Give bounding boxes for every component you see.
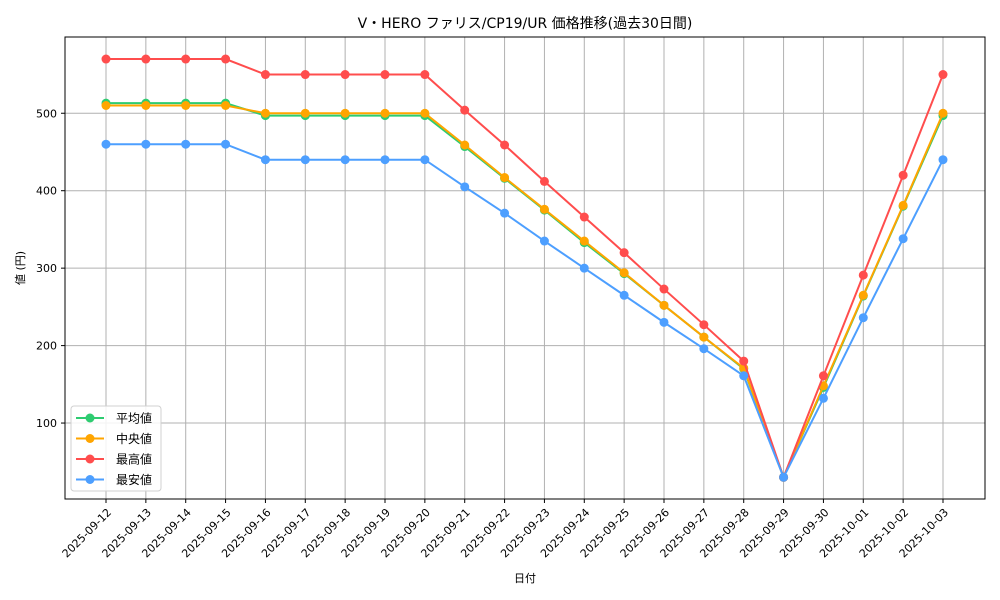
data-point xyxy=(181,139,191,149)
legend-item: 中央値 xyxy=(76,431,152,446)
y-axis-ticks: 100 200 300 400 500 xyxy=(36,107,65,430)
data-point xyxy=(938,108,948,118)
data-point xyxy=(340,70,350,80)
data-point xyxy=(141,54,151,64)
data-point xyxy=(221,101,231,111)
data-point xyxy=(699,332,709,342)
data-point xyxy=(739,371,749,381)
data-point xyxy=(938,155,948,165)
data-point xyxy=(858,270,868,280)
series-line xyxy=(101,139,948,482)
data-point xyxy=(579,263,589,273)
data-point xyxy=(101,139,111,149)
data-point xyxy=(579,212,589,222)
data-point xyxy=(500,140,510,150)
data-point xyxy=(380,108,390,118)
data-point xyxy=(260,108,270,118)
data-point xyxy=(619,268,629,278)
data-point xyxy=(141,139,151,149)
legend-item: 最高値 xyxy=(76,452,152,467)
data-point xyxy=(260,155,270,165)
legend-label: 最安値 xyxy=(116,472,152,487)
data-point xyxy=(181,101,191,111)
data-point xyxy=(898,234,908,244)
data-point xyxy=(539,204,549,214)
y-axis-label: 値 (円) xyxy=(14,251,27,285)
data-point xyxy=(420,70,430,80)
legend-item: 最安値 xyxy=(76,472,152,487)
y-tick-label: 500 xyxy=(36,107,57,120)
chart-title: V・HERO ファリス/CP19/UR 価格推移(過去30日間) xyxy=(358,16,693,32)
data-point xyxy=(779,472,789,482)
legend-label: 平均値 xyxy=(116,411,152,426)
data-point xyxy=(420,108,430,118)
data-point xyxy=(221,139,231,149)
y-tick-label: 400 xyxy=(36,185,57,198)
data-point xyxy=(739,356,749,366)
data-point xyxy=(539,236,549,246)
data-point xyxy=(420,155,430,165)
data-point xyxy=(460,105,470,115)
data-point xyxy=(938,70,948,80)
data-point xyxy=(898,170,908,180)
data-point xyxy=(101,101,111,111)
legend-item: 平均値 xyxy=(76,411,152,426)
data-point xyxy=(898,200,908,210)
legend-box xyxy=(70,405,162,492)
legend-label: 最高値 xyxy=(116,452,152,467)
data-point xyxy=(460,182,470,192)
y-tick-label: 200 xyxy=(36,340,57,353)
data-point xyxy=(818,371,828,381)
data-point xyxy=(858,313,868,323)
data-point xyxy=(579,236,589,246)
data-point xyxy=(659,300,669,310)
data-point xyxy=(818,393,828,403)
data-point xyxy=(340,108,350,118)
data-point xyxy=(460,140,470,150)
data-point xyxy=(539,176,549,186)
data-point xyxy=(659,284,669,294)
data-point xyxy=(619,290,629,300)
x-axis-ticks: 2025-09-122025-09-132025-09-142025-09-15… xyxy=(60,499,951,560)
series-line xyxy=(101,98,948,482)
series-line xyxy=(101,101,948,482)
data-point xyxy=(300,155,310,165)
data-point xyxy=(380,155,390,165)
data-point xyxy=(858,290,868,300)
data-series xyxy=(101,54,948,482)
data-point xyxy=(699,344,709,354)
x-axis-label: 日付 xyxy=(514,572,536,585)
data-point xyxy=(101,54,111,64)
data-point xyxy=(300,108,310,118)
y-tick-label: 300 xyxy=(36,262,57,275)
y-tick-label: 100 xyxy=(36,417,57,430)
data-point xyxy=(500,173,510,183)
data-point xyxy=(260,70,270,80)
data-point xyxy=(659,317,669,327)
data-point xyxy=(300,70,310,80)
data-point xyxy=(619,248,629,258)
data-point xyxy=(181,54,191,64)
legend-label: 中央値 xyxy=(116,431,152,446)
data-point xyxy=(340,155,350,165)
data-point xyxy=(221,54,231,64)
data-point xyxy=(141,101,151,111)
data-point xyxy=(500,208,510,218)
data-point xyxy=(699,320,709,330)
data-point xyxy=(380,70,390,80)
